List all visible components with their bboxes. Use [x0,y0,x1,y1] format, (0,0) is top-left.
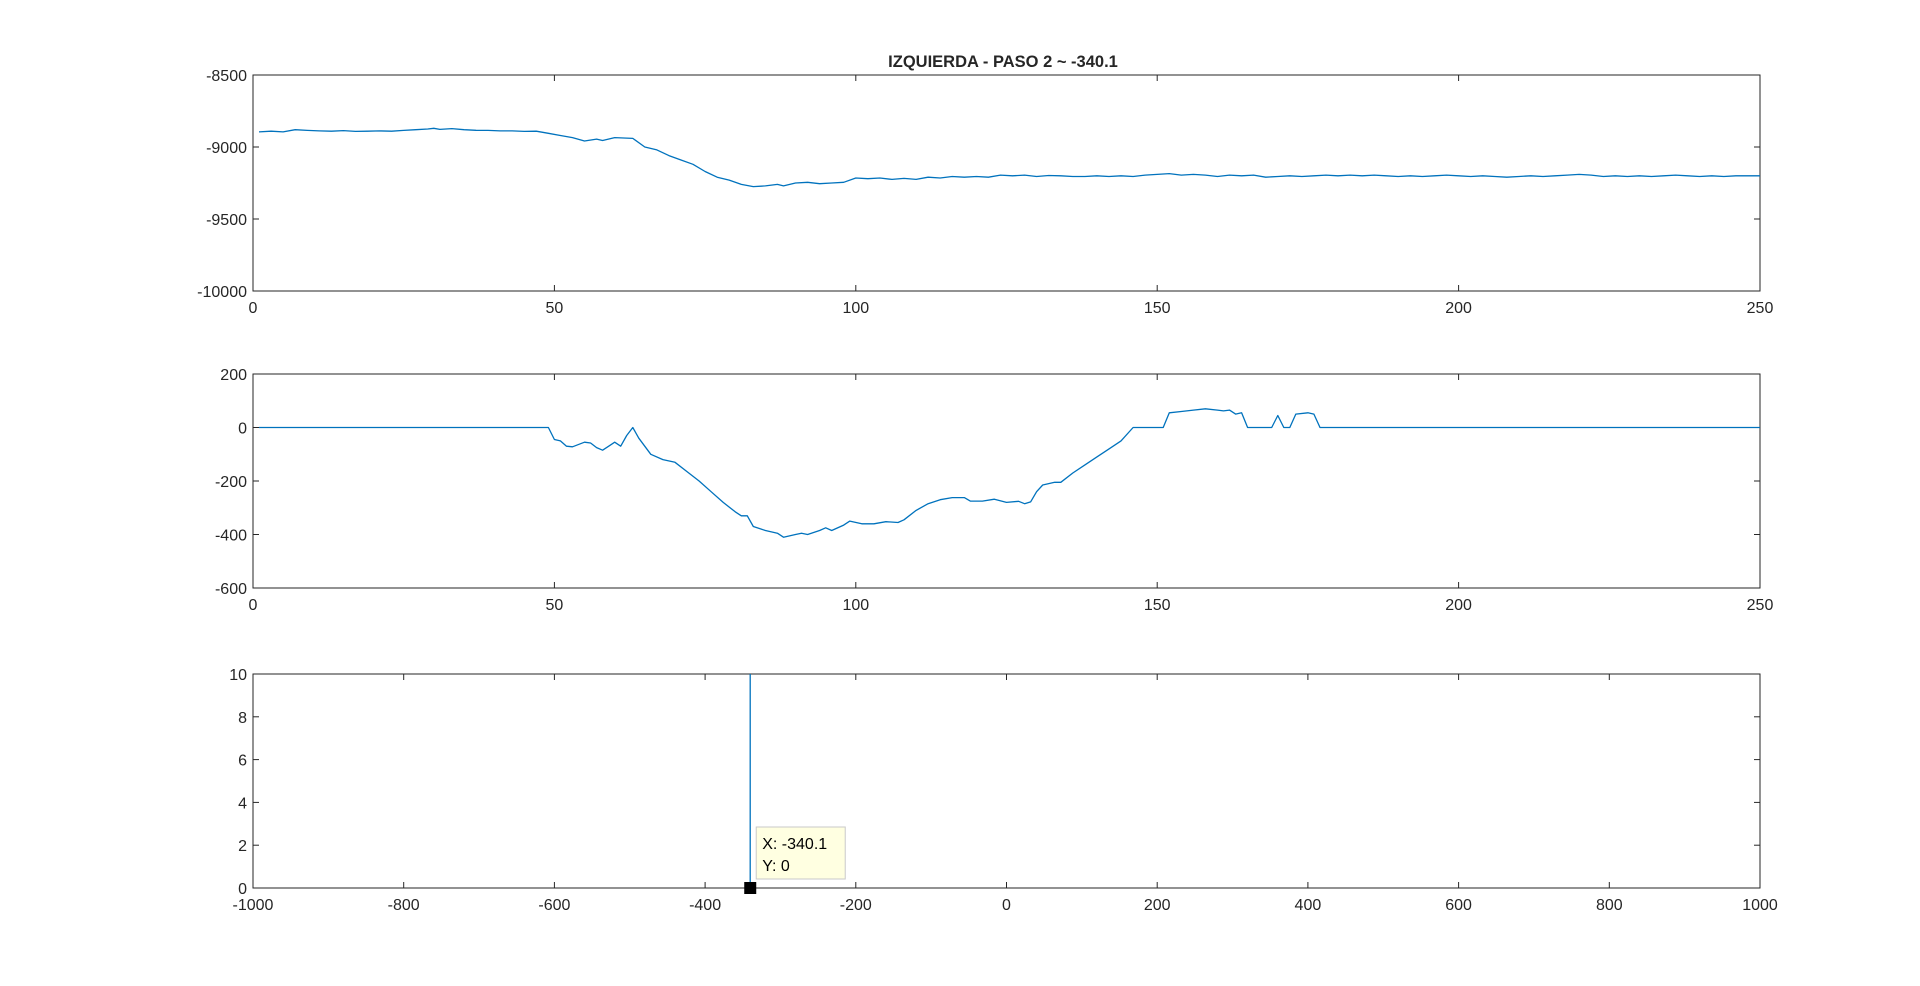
y-tick-label: 10 [229,667,247,684]
x-tick-label: -800 [388,897,420,914]
x-tick-label: 200 [1445,597,1472,614]
chart-title: IZQUIERDA - PASO 2 ~ -340.1 [888,53,1118,71]
y-tick-label: -10000 [197,284,247,301]
x-tick-label: 150 [1144,597,1171,614]
y-tick-label: -9500 [206,212,247,229]
data-tip-text: X: -340.1 [762,836,827,853]
x-tick-label: 50 [546,597,564,614]
x-tick-label: 0 [249,300,258,317]
x-tick-label: 100 [842,300,869,317]
x-tick-label: 400 [1295,897,1322,914]
x-tick-label: 100 [842,597,869,614]
x-tick-label: 1000 [1742,897,1778,914]
y-tick-label: 0 [238,881,247,898]
y-tick-label: 0 [238,421,247,438]
x-tick-label: 200 [1445,300,1472,317]
series-line [258,127,1760,188]
data-tip-marker[interactable] [744,882,757,894]
x-tick-label: 0 [249,597,258,614]
x-tick-label: 250 [1747,300,1774,317]
axes-middle[interactable]: 0 50 100 150 200 250 200 0 -200 -400 -600 [215,367,1773,614]
data-tip-box [755,826,846,880]
y-tick-label: -200 [215,474,247,491]
y-tick-label: 2 [238,838,247,855]
y-tick-label: 200 [220,367,247,384]
x-tick-label: -400 [689,897,721,914]
x-tick-label: -200 [840,897,872,914]
plot-area [252,74,1761,292]
x-tick-label: 0 [1002,897,1011,914]
plot-area [252,673,1761,889]
axes-bottom[interactable]: -1000 -800 -600 -400 -200 0 200 400 600 800 1000 10… [229,667,1778,914]
data-tip-text: Y: 0 [762,858,790,875]
x-tick-label: 250 [1747,597,1774,614]
x-tick-label: 600 [1445,897,1472,914]
plot-area [252,373,1761,589]
x-tick-label: 150 [1144,300,1171,317]
y-tick-label: 8 [238,710,247,727]
data-tip[interactable]: X: -340.1 Y: 0 [755,826,846,880]
x-tick-label: -1000 [233,897,274,914]
y-tick-label: -400 [215,528,247,545]
y-tick-label: 4 [238,795,247,812]
y-tick-label: -8500 [206,68,247,85]
x-tick-label: 200 [1144,897,1171,914]
x-tick-label: -600 [538,897,570,914]
y-tick-label: -9000 [206,140,247,157]
x-tick-label: 800 [1596,897,1623,914]
series-line [259,408,1760,538]
y-tick-label: -600 [215,581,247,598]
x-tick-label: 50 [546,300,564,317]
y-tick-label: 6 [238,753,247,770]
axes-top[interactable]: 0 50 100 150 200 250 -8500 -9000 -9500 -10000 [197,68,1773,317]
